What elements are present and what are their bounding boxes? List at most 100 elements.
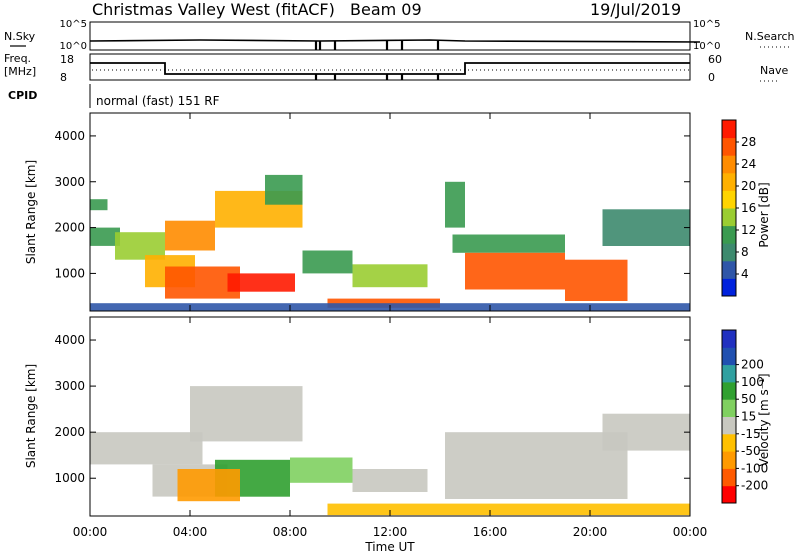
cpid-text: normal (fast) 151 RF [96,94,220,108]
velocity-colorbar-swatch [722,347,736,366]
velocity-colorbar-swatch [722,381,736,400]
power-colorbar-swatch [722,243,736,262]
power-colorbar-swatch [722,190,736,209]
x-axis-label: Time UT [364,540,415,554]
power-echo-block [227,273,295,292]
y-tick-label: 3000 [54,379,85,393]
power-colorbar-tick-label: 12 [741,223,756,237]
power-heatmap-panel: 1000 2000 3000 4000 Slant Range [km] [24,112,691,312]
x-tick-label: 12:00 [373,525,408,539]
power-colorbar-swatch [722,208,736,227]
nsearch-label: N.Search [745,30,795,43]
power-colorbar-swatch [722,172,736,191]
y-tick-label: 4000 [54,333,85,347]
velocity-y-ticks: 1000 2000 3000 4000 [54,333,690,485]
station-title: Christmas Valley West (fitACF) [92,0,335,19]
nave-tick-high: 60 [708,53,722,66]
x-tick-label: 04:00 [173,525,208,539]
nave-tick-low: 0 [708,71,715,84]
power-colorbar-swatch [722,225,736,244]
time-x-ticks: 00:00 04:00 08:00 12:00 16:00 20:00 00:00 [73,113,708,539]
power-y-ticks: 1000 2000 3000 4000 [54,129,690,280]
power-echo-block [90,227,120,246]
velocity-colorbar-swatch [722,399,736,417]
power-echo-block [602,209,690,246]
x-tick-label: 00:00 [73,525,108,539]
freq-tick-low: 8 [60,71,67,84]
freq-label-line2: [MHz] [4,65,36,78]
x-tick-label: 00:00 [673,525,708,539]
velocity-colorbar-swatch [722,468,736,487]
power-colorbar-tick-label: 28 [741,135,756,149]
vel-echo-block [190,386,303,442]
power-echo-block [465,252,565,290]
power-echo-block [90,199,108,211]
power-echo-block [165,220,215,251]
power-colorbar-swatch [722,137,736,156]
nsearch-tick-high: 10^5 [693,19,720,30]
power-echo-block [452,234,565,253]
power-colorbar-label: Power [dB] [757,182,771,247]
x-tick-label: 20:00 [573,525,608,539]
velocity-colorbar-swatch [722,330,736,348]
nsky-panel: N.Sky 10^5 10^0 10^5 10^0 N.Search [4,19,795,52]
power-colorbar-swatch [722,260,736,279]
velocity-colorbar-tick-label: -100 [741,461,768,475]
beam-title: Beam 09 [350,0,422,19]
velocity-colorbar-tick-label: -200 [741,479,768,493]
power-colorbar-tick-label: 24 [741,157,756,171]
cpid-label: CPID [8,89,37,102]
velocity-colorbar-swatch [722,451,736,469]
vel-echo-block [327,503,690,516]
power-colorbar-tick-label: 4 [741,267,749,281]
power-echo-block [265,174,303,205]
nave-label: Nave [760,64,788,77]
vel-echo-block [177,469,240,502]
power-colorbar-swatch [722,155,736,174]
y-tick-label: 2000 [54,425,85,439]
freq-panel: Freq. [MHz] 18 8 60 0 Nave [4,52,788,84]
y-tick-label: 2000 [54,221,85,235]
nsky-tick-high: 10^5 [60,19,87,30]
velocity-colorbar-swatch [722,485,736,504]
power-echo-block [565,259,628,301]
velocity-colorbar-swatch [722,416,736,435]
velocity-colorbar-tick-label: 200 [741,358,764,372]
vel-echo-block [352,469,428,492]
power-colorbar-swatch [722,120,736,139]
velocity-data-layer [90,386,690,516]
freq-tick-high: 18 [60,53,74,66]
velocity-colorbar-tick-label: -50 [741,444,761,458]
y-tick-label: 3000 [54,175,85,189]
nsky-label: N.Sky [4,30,36,43]
velocity-colorbar-tick-label: 15 [741,410,756,424]
vel-echo-block [602,413,690,451]
velocity-colorbar: -200 -100 -50 -15 15 50 100 200 [721,329,768,504]
power-y-axis-label: Slant Range [km] [24,160,38,264]
vel-echo-block [290,457,353,483]
vel-echo-block [90,432,203,465]
velocity-colorbar-tick-label: -15 [741,427,761,441]
velocity-heatmap-panel: 1000 2000 3000 4000 Slant Range [km] [24,316,691,517]
power-echo-block [352,264,428,288]
power-colorbar-swatch [722,278,736,297]
nsearch-tick-low: 10^0 [693,41,720,52]
power-data-layer [90,174,690,311]
x-tick-label: 16:00 [473,525,508,539]
power-echo-block [302,250,353,274]
y-tick-label: 4000 [54,129,85,143]
power-colorbar: 4 8 12 16 20 24 28 [721,119,756,297]
velocity-colorbar-swatch [722,364,736,383]
y-tick-label: 1000 [54,266,85,280]
velocity-colorbar-tick-label: 100 [741,375,764,389]
date-title: 19/Jul/2019 [590,0,681,19]
power-colorbar-tick-label: 8 [741,245,749,259]
velocity-colorbar-label: Velocity [m s⁻¹] [757,373,771,466]
vel-echo-block [445,432,628,499]
velocity-colorbar-tick-label: 50 [741,392,756,406]
power-colorbar-tick-label: 16 [741,201,756,215]
power-echo-block [445,181,465,228]
velocity-colorbar-swatch [722,433,736,452]
freq-label-line1: Freq. [4,52,31,65]
